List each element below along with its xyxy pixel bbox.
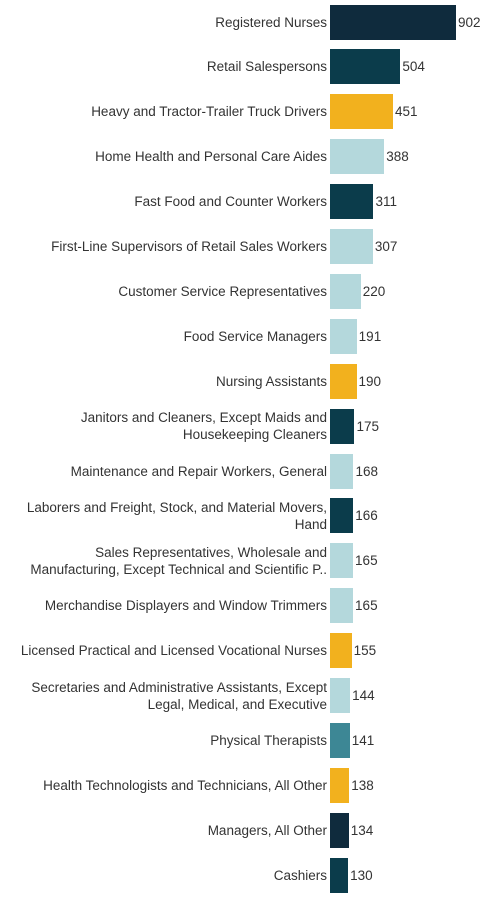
category-label: Heavy and Tractor-Trailer Truck Drivers xyxy=(91,104,327,120)
category-label: Registered Nurses xyxy=(215,14,327,30)
value-label: 134 xyxy=(350,822,374,838)
bar xyxy=(330,139,385,175)
value-label: 451 xyxy=(395,104,418,120)
category-label: Nursing Assistants xyxy=(215,373,327,389)
bar xyxy=(330,498,354,534)
bar xyxy=(330,363,357,399)
value-label: 155 xyxy=(353,643,377,659)
value-label: 165 xyxy=(355,553,378,569)
bar xyxy=(330,767,350,803)
category-label: Laborers and Freight, Stock, and Materia… xyxy=(26,499,327,532)
bar xyxy=(330,633,352,669)
category-label: Home Health and Personal Care Aides xyxy=(95,149,327,165)
bar xyxy=(330,453,354,489)
bar xyxy=(330,273,361,309)
value-label: 902 xyxy=(458,14,481,30)
bar xyxy=(330,812,349,848)
bar xyxy=(330,543,354,579)
category-label: First-Line Supervisors of Retail Sales W… xyxy=(51,239,327,254)
value-label: 220 xyxy=(362,283,386,299)
category-label: Retail Salespersons xyxy=(206,59,327,75)
value-label: 190 xyxy=(358,373,382,389)
value-label: 307 xyxy=(374,239,398,254)
category-label: Licensed Practical and Licensed Vocation… xyxy=(20,643,327,659)
bar xyxy=(330,408,355,444)
value-label: 165 xyxy=(355,598,378,614)
category-label: Customer Service Representatives xyxy=(118,283,327,299)
value-label: 144 xyxy=(352,688,375,703)
bar xyxy=(330,318,357,354)
value-label: 175 xyxy=(356,418,379,434)
value-label: 191 xyxy=(358,328,382,344)
category-label: Sales Representatives, Wholesale and Man… xyxy=(30,544,327,577)
bar xyxy=(330,184,374,220)
category-label: Janitors and Cleaners, Except Maids and … xyxy=(80,410,327,443)
value-label: 166 xyxy=(355,508,378,524)
category-label: Cashiers xyxy=(273,867,327,883)
bar xyxy=(330,94,393,130)
bar xyxy=(330,722,350,758)
value-label: 130 xyxy=(350,867,373,883)
value-label: 504 xyxy=(402,59,425,75)
category-label: Managers, All Other xyxy=(207,822,327,838)
category-label: Merchandise Displayers and Window Trimme… xyxy=(44,598,327,614)
bar xyxy=(330,229,373,264)
bar xyxy=(330,49,401,85)
value-label: 311 xyxy=(375,194,397,210)
bar xyxy=(330,857,349,893)
category-label: Secretaries and Administrative Assistant… xyxy=(31,679,327,712)
category-label: Food Service Managers xyxy=(183,328,327,344)
value-label: 388 xyxy=(386,149,409,165)
category-label: Fast Food and Counter Workers xyxy=(134,194,327,210)
bar xyxy=(330,588,354,624)
bar xyxy=(330,4,456,40)
category-label: Health Technologists and Technicians, Al… xyxy=(43,777,327,793)
category-label: Maintenance and Repair Workers, General xyxy=(70,463,327,479)
value-label: 168 xyxy=(355,463,378,479)
category-label: Physical Therapists xyxy=(210,732,327,748)
value-label: 141 xyxy=(351,732,375,748)
value-label: 138 xyxy=(351,777,374,793)
bar xyxy=(330,678,351,713)
